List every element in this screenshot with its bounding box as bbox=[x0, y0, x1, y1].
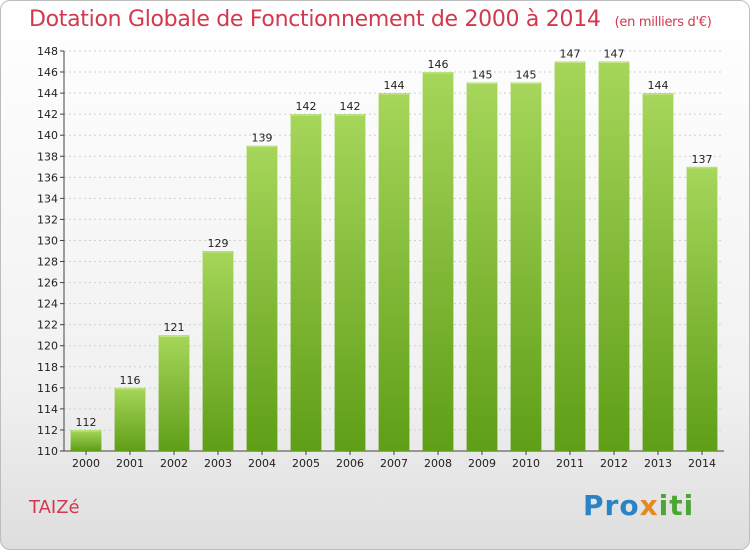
bar-2000 bbox=[70, 429, 102, 451]
y-tick-label: 118 bbox=[37, 361, 58, 374]
x-tick-label-2007: 2007 bbox=[380, 457, 408, 470]
bar-2006 bbox=[334, 114, 366, 451]
bar-2009 bbox=[466, 82, 498, 451]
chart-title-text: Dotation Globale de Fonctionnement de 20… bbox=[29, 7, 601, 32]
y-tick-label: 116 bbox=[37, 382, 58, 395]
proxiti-logo[interactable]: Proxiti bbox=[583, 489, 694, 522]
y-tick-label: 142 bbox=[37, 108, 58, 121]
data-label-2011: 147 bbox=[560, 48, 581, 61]
bar-2012 bbox=[598, 61, 630, 452]
logo-part-2: x bbox=[639, 489, 659, 522]
x-tick-label-2005: 2005 bbox=[292, 457, 320, 470]
y-tick-label: 110 bbox=[37, 445, 58, 458]
x-tick-label-2014: 2014 bbox=[688, 457, 716, 470]
chart-unit: (en milliers d'€) bbox=[614, 15, 712, 30]
data-label-2012: 147 bbox=[604, 48, 625, 61]
x-tick-label-2001: 2001 bbox=[116, 457, 144, 470]
data-label-2005: 142 bbox=[296, 100, 317, 113]
data-label-2004: 139 bbox=[252, 132, 273, 145]
y-tick-label: 130 bbox=[37, 234, 58, 247]
bar-2013 bbox=[642, 93, 674, 452]
y-tick-label: 120 bbox=[37, 340, 58, 353]
data-label-2003: 129 bbox=[208, 237, 229, 250]
y-tick-label: 134 bbox=[37, 192, 58, 205]
bar-2002 bbox=[158, 335, 190, 451]
bar-2010 bbox=[510, 82, 542, 451]
x-tick-label-2011: 2011 bbox=[556, 457, 584, 470]
x-tick-label-2000: 2000 bbox=[72, 457, 100, 470]
data-label-2002: 121 bbox=[164, 321, 185, 334]
y-tick-label: 136 bbox=[37, 171, 58, 184]
y-tick-label: 146 bbox=[37, 66, 58, 79]
y-tick-label: 128 bbox=[37, 256, 58, 269]
x-tick-label-2010: 2010 bbox=[512, 457, 540, 470]
y-tick-label: 132 bbox=[37, 213, 58, 226]
x-tick-labels: 2000 2001 2002 2003 2004 2005 2006 2007 2008 2009… bbox=[72, 451, 716, 470]
bar-2011 bbox=[554, 61, 586, 452]
data-label-2008: 146 bbox=[428, 58, 449, 71]
x-tick-label-2012: 2012 bbox=[600, 457, 628, 470]
y-tick-label: 138 bbox=[37, 150, 58, 163]
x-tick-label-2006: 2006 bbox=[336, 457, 364, 470]
data-labels: 112 116 121 129 139 142 142 144 146 145 145 147 147 1… bbox=[76, 48, 713, 429]
bar-2004 bbox=[246, 145, 278, 451]
bar-2003 bbox=[202, 251, 234, 451]
x-tick-label-2004: 2004 bbox=[248, 457, 276, 470]
y-tick-label: 148 bbox=[37, 45, 58, 58]
logo-part-1: Pro bbox=[583, 489, 640, 522]
y-tick-label: 112 bbox=[37, 424, 58, 437]
y-tick-label: 124 bbox=[37, 298, 58, 311]
bar-2005 bbox=[290, 114, 322, 451]
x-tick-label-2003: 2003 bbox=[204, 457, 232, 470]
y-tick-labels: 110 112 114 116 118 120 122 124 126 128 130 132 134 1… bbox=[37, 45, 58, 458]
x-tick-label-2008: 2008 bbox=[424, 457, 452, 470]
x-tick-label-2009: 2009 bbox=[468, 457, 496, 470]
bars bbox=[70, 61, 718, 452]
y-tick-label: 122 bbox=[37, 319, 58, 332]
data-label-2013: 144 bbox=[648, 79, 669, 92]
data-label-2007: 144 bbox=[384, 79, 405, 92]
data-label-2010: 145 bbox=[516, 69, 537, 82]
bar-2007 bbox=[378, 93, 410, 452]
y-tick-label: 144 bbox=[37, 87, 58, 100]
y-tick-label: 126 bbox=[37, 277, 58, 290]
bar-2001 bbox=[114, 387, 146, 451]
data-label-2009: 145 bbox=[472, 69, 493, 82]
commune-name: TAIZé bbox=[29, 497, 80, 518]
bar-2008 bbox=[422, 72, 454, 451]
data-label-2014: 137 bbox=[692, 153, 713, 166]
data-label-2001: 116 bbox=[120, 374, 141, 387]
x-tick-label-2002: 2002 bbox=[160, 457, 188, 470]
data-label-2006: 142 bbox=[340, 100, 361, 113]
y-tick-label: 114 bbox=[37, 403, 58, 416]
y-tick-label: 140 bbox=[37, 129, 58, 142]
logo-part-3: iti bbox=[658, 489, 695, 522]
chart-title: Dotation Globale de Fonctionnement de 20… bbox=[29, 7, 712, 32]
x-tick-label-2013: 2013 bbox=[644, 457, 672, 470]
data-label-2000: 112 bbox=[76, 416, 97, 429]
bar-2014 bbox=[686, 166, 718, 451]
